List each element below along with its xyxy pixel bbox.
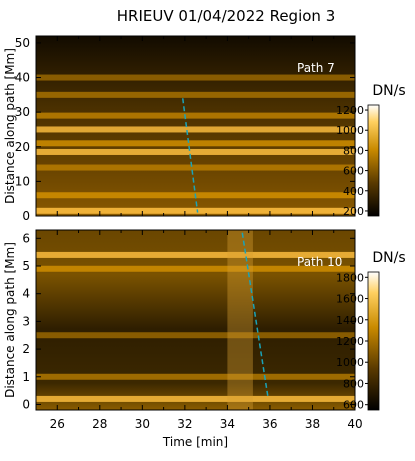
y-tick-label: 6: [22, 231, 30, 245]
colorbar: [367, 271, 380, 411]
x-tick-label: 28: [92, 417, 107, 431]
colorbar-unit: DN/s: [372, 83, 405, 99]
colorbar-tick-label: 1000: [336, 356, 364, 369]
heatmap-background: [36, 230, 355, 410]
colorbar-tick-label: 1800: [336, 271, 364, 284]
colorbar-unit: DN/s: [372, 250, 405, 266]
colorbar-tick-label: 800: [343, 377, 364, 390]
intensity-band: [36, 332, 355, 339]
intensity-band: [36, 164, 355, 171]
heatmap-background: [36, 36, 355, 216]
path-annotation: Path 7: [297, 61, 335, 75]
y-tick-label: 40: [15, 71, 30, 85]
colorbar-tick-label: 400: [343, 185, 364, 198]
intensity-band: [36, 140, 355, 147]
y-tick-label: 30: [15, 105, 30, 119]
y-tick-label: 10: [15, 174, 30, 188]
y-tick-label: 3: [22, 314, 30, 328]
fit-line: [241, 232, 269, 397]
colorbar-tick-label: 1000: [336, 124, 364, 137]
intensity-band: [36, 74, 355, 81]
y-tick-label: 5: [22, 259, 30, 273]
intensity-band: [36, 395, 355, 402]
intensity-band: [36, 251, 355, 258]
intensity-band: [36, 148, 355, 155]
y-tick-label: 50: [15, 36, 30, 50]
y-tick-label: 2: [22, 342, 30, 356]
colorbar-tick-label: 800: [343, 144, 364, 157]
x-axis-label: Time [min]: [162, 435, 228, 449]
x-tick-label: 30: [135, 417, 150, 431]
x-tick-label: 34: [220, 417, 235, 431]
plot-frame: [35, 229, 356, 411]
colorbar-tick-label: 1400: [336, 314, 364, 327]
y-tick-label: 1: [22, 370, 30, 384]
y-tick-label: 0: [22, 209, 30, 223]
intensity-band: [36, 265, 355, 272]
intensity-band: [36, 207, 355, 214]
intensity-band: [36, 112, 355, 119]
intensity-band: [36, 373, 355, 380]
x-tick-label: 40: [347, 417, 362, 431]
x-tick-label: 36: [262, 417, 277, 431]
colorbar-tick-label: 600: [343, 165, 364, 178]
y-tick-label: 0: [22, 397, 30, 411]
colorbar: [367, 104, 380, 217]
colorbar-tick-label: 1200: [336, 104, 364, 117]
y-tick-label: 20: [15, 140, 30, 154]
y-axis-label: Distance along path [Mm]: [3, 48, 17, 204]
colorbar-tick-label: 200: [343, 205, 364, 218]
colorbar-tick-label: 1200: [336, 335, 364, 348]
figure-title: HRIEUV 01/04/2022 Region 3: [117, 7, 336, 25]
intensity-column: [227, 230, 253, 410]
colorbar-tick-label: 600: [343, 399, 364, 412]
path-annotation: Path 10: [297, 255, 342, 269]
intensity-band: [36, 126, 355, 133]
x-tick-label: 26: [50, 417, 65, 431]
y-axis-label: Distance along path [Mm]: [3, 242, 17, 398]
plot-frame: [35, 35, 356, 217]
x-tick-label: 32: [177, 417, 192, 431]
x-tick-label: 38: [305, 417, 320, 431]
colorbar-tick-label: 1600: [336, 293, 364, 306]
fit-line: [181, 98, 199, 213]
y-tick-label: 4: [22, 287, 30, 301]
intensity-band: [36, 91, 355, 98]
